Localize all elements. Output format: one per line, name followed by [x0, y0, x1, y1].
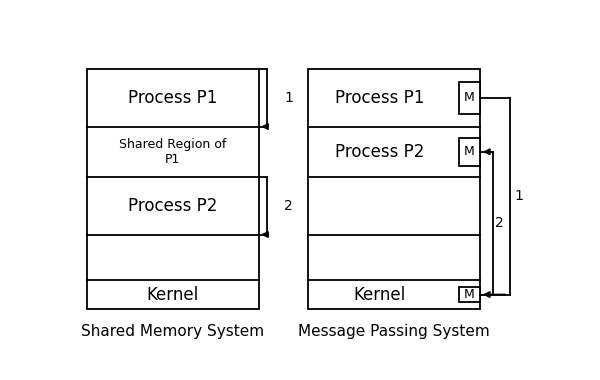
Text: Kernel: Kernel: [353, 285, 406, 304]
Text: Process P2: Process P2: [335, 143, 424, 161]
Text: M: M: [464, 91, 475, 104]
Bar: [308, 69, 479, 309]
Text: Message Passing System: Message Passing System: [298, 324, 490, 339]
Bar: [458, 287, 479, 302]
Text: 1: 1: [284, 91, 293, 105]
Bar: [458, 82, 479, 114]
Text: M: M: [464, 145, 475, 158]
Bar: [86, 69, 259, 309]
Text: 1: 1: [514, 189, 523, 203]
Text: 2: 2: [496, 216, 504, 230]
Text: Kernel: Kernel: [146, 285, 199, 304]
Text: 2: 2: [284, 199, 293, 213]
Text: Process P1: Process P1: [128, 89, 217, 107]
Text: Shared Memory System: Shared Memory System: [81, 324, 264, 339]
Bar: [458, 138, 479, 166]
Text: Process P1: Process P1: [335, 89, 424, 107]
Text: Shared Region of
P1: Shared Region of P1: [119, 138, 226, 166]
Text: M: M: [464, 288, 475, 301]
Text: Process P2: Process P2: [128, 197, 217, 215]
